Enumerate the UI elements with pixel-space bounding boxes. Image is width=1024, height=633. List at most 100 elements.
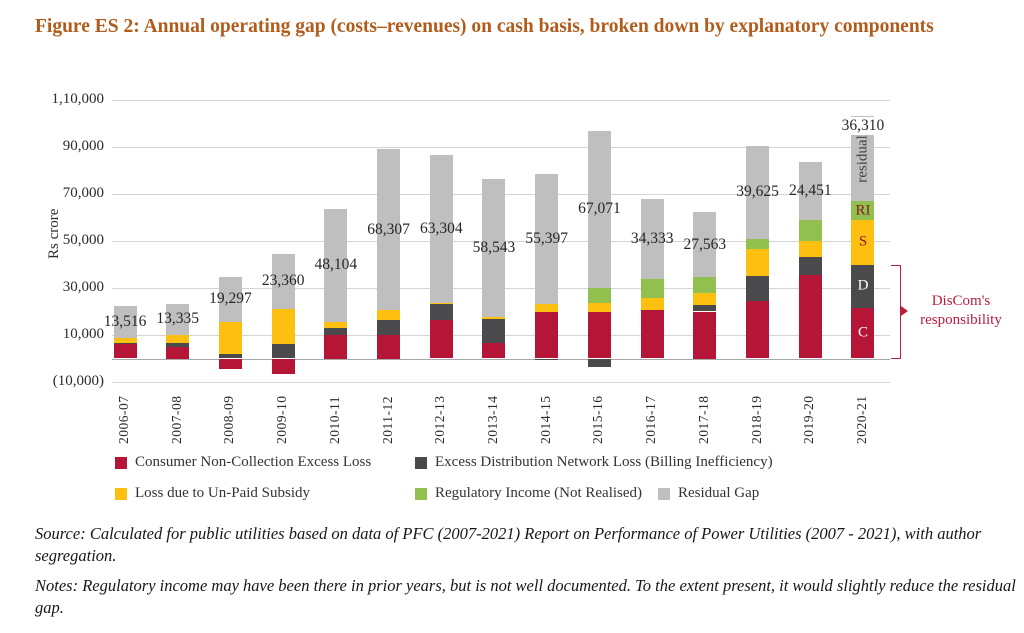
bar-segment-2006-07 xyxy=(113,342,137,344)
gridline-110000 xyxy=(112,100,890,101)
bar-segment-2011-12 xyxy=(377,319,401,335)
bar-segment-2016-17 xyxy=(640,279,664,298)
bar-segment-2015-16 xyxy=(587,311,611,359)
bar-segment-2015-16 xyxy=(587,130,611,289)
bar-segment-2011-12 xyxy=(377,335,401,359)
bar-segment-2011-12 xyxy=(377,149,401,310)
bar-segment-2014-15 xyxy=(535,304,559,312)
brace-pointer-icon xyxy=(901,306,908,316)
bar-segment-2009-10 xyxy=(271,358,295,375)
legend-swatch-icon xyxy=(415,488,427,500)
segment-letter-RI: RI xyxy=(855,202,871,219)
bar-segment-2013-14 xyxy=(482,316,506,319)
bar-segment-2017-18 xyxy=(693,292,717,305)
bar-segment-2018-19 xyxy=(746,145,770,239)
bar-segment-2020-21 xyxy=(851,219,875,265)
bar-segment-2010-11 xyxy=(324,321,348,329)
bar-segment-2008-09 xyxy=(218,276,242,323)
bar-value-label: 55,397 xyxy=(525,230,569,248)
x-axis-label-2009-10: 2009-10 xyxy=(274,395,290,445)
segment-letter-D: D xyxy=(857,277,869,294)
x-axis-label-2007-08: 2007-08 xyxy=(168,395,184,445)
bar-segment-2012-13 xyxy=(429,304,453,320)
bar-segment-2015-16 xyxy=(587,288,611,304)
bar-segment-2016-17 xyxy=(640,198,664,280)
bar-value-label: 24,451 xyxy=(788,181,832,199)
bar-value-label: 13,335 xyxy=(156,310,200,328)
bar-segment-2020-21 xyxy=(851,115,875,202)
x-axis-label-2020-21: 2020-21 xyxy=(853,395,869,445)
legend-label: Excess Distribution Network Loss (Billin… xyxy=(435,454,773,470)
bar-segment-2014-15 xyxy=(535,174,559,305)
bar-segment-2010-11 xyxy=(324,208,348,322)
discom-responsibility-callout: DisCom's responsibility xyxy=(903,292,1019,330)
bar-value-label: 13,516 xyxy=(103,312,147,330)
bar-value-label: 48,104 xyxy=(314,256,358,274)
bar-segment-2017-18 xyxy=(693,277,717,293)
y-tick-label: 50,000 xyxy=(62,232,104,248)
chart-plot-area: Rs crore 1,10,000 90,000 70,000 50,000 30,00… xyxy=(46,91,890,445)
bar-segment-2014-15 xyxy=(535,358,559,361)
legend-label: Loss due to Un-Paid Subsidy xyxy=(135,485,311,501)
bar-segment-2017-18 xyxy=(693,304,717,312)
segment-letter-residual: residual xyxy=(854,134,871,183)
bar-value-label: 58,543 xyxy=(472,239,516,257)
bar-segment-2012-13 xyxy=(429,154,453,304)
bar-segment-2009-10 xyxy=(271,254,295,309)
gridline--10000 xyxy=(112,382,890,383)
bar-segment-2017-18 xyxy=(693,311,717,359)
bar-segment-2007-08 xyxy=(166,303,190,335)
bar-segment-2012-13 xyxy=(429,303,453,305)
bar-value-label: 27,563 xyxy=(683,235,727,253)
notes-text: Notes: Regulatory income may have been t… xyxy=(35,576,1016,618)
bar-segment-2010-11 xyxy=(324,335,348,359)
bar-segment-2008-09 xyxy=(218,358,242,370)
callout-line-2: responsibility xyxy=(920,311,1002,328)
figure-title: Figure ES 2: Annual operating gap (costs… xyxy=(35,16,934,37)
bar-segment-2006-07 xyxy=(113,305,137,338)
bar-segment-2018-19 xyxy=(746,249,770,277)
x-axis-zero-line xyxy=(112,358,890,360)
bar-value-label: 68,307 xyxy=(367,220,410,238)
y-tick-label: 90,000 xyxy=(62,138,104,154)
bar-segment-2015-16 xyxy=(587,358,611,367)
bar-segment-2016-17 xyxy=(640,297,664,310)
bar-segment-2013-14 xyxy=(482,318,506,343)
x-axis-label-2017-18: 2017-18 xyxy=(695,395,711,445)
segment-letter-C: C xyxy=(857,324,868,341)
bar-segment-2013-14 xyxy=(482,179,506,317)
bar-segment-2011-12 xyxy=(377,309,401,320)
bar-segment-2013-14 xyxy=(482,342,506,359)
x-axis-label-2014-15: 2014-15 xyxy=(537,395,553,445)
bar-segment-2006-07 xyxy=(113,337,137,343)
x-axis-label-2019-20: 2019-20 xyxy=(801,395,817,445)
bar-segment-2007-08 xyxy=(166,335,190,344)
gridline-90000 xyxy=(112,147,890,148)
legend-label: Regulatory Income (Not Realised) xyxy=(435,485,643,501)
bar-segment-2006-07 xyxy=(113,343,137,359)
bar-segment-2018-19 xyxy=(746,276,770,302)
bar-value-label: 39,625 xyxy=(736,183,779,201)
bar-segment-2015-16 xyxy=(587,303,611,312)
bar-segment-2007-08 xyxy=(166,346,190,359)
x-axis-label-2016-17: 2016-17 xyxy=(643,395,659,445)
bar-value-label: 34,333 xyxy=(630,229,674,247)
bar-segment-2019-20 xyxy=(798,162,822,220)
discom-responsibility-brace xyxy=(891,265,901,359)
bar-value-label: 23,360 xyxy=(261,272,305,290)
source-text: Source: Calculated for public utilities … xyxy=(35,524,982,566)
y-tick-label: 70,000 xyxy=(62,185,104,201)
bar-value-label: 36,310 xyxy=(839,116,887,135)
bar-segment-2020-21 xyxy=(851,201,875,220)
x-axis-label-2010-11: 2010-11 xyxy=(326,396,342,444)
bar-value-label: 19,297 xyxy=(209,290,252,308)
bar-segment-2016-17 xyxy=(640,309,664,359)
y-tick-label: (10,000) xyxy=(52,373,104,389)
legend-swatch-icon xyxy=(415,457,427,469)
bar-segment-2019-20 xyxy=(798,256,822,275)
legend-label: Consumer Non-Collection Excess Loss xyxy=(135,454,372,470)
bar-segment-2019-20 xyxy=(798,219,822,242)
x-axis-label-2012-13: 2012-13 xyxy=(432,395,448,445)
y-tick-label: 1,10,000 xyxy=(51,91,105,107)
